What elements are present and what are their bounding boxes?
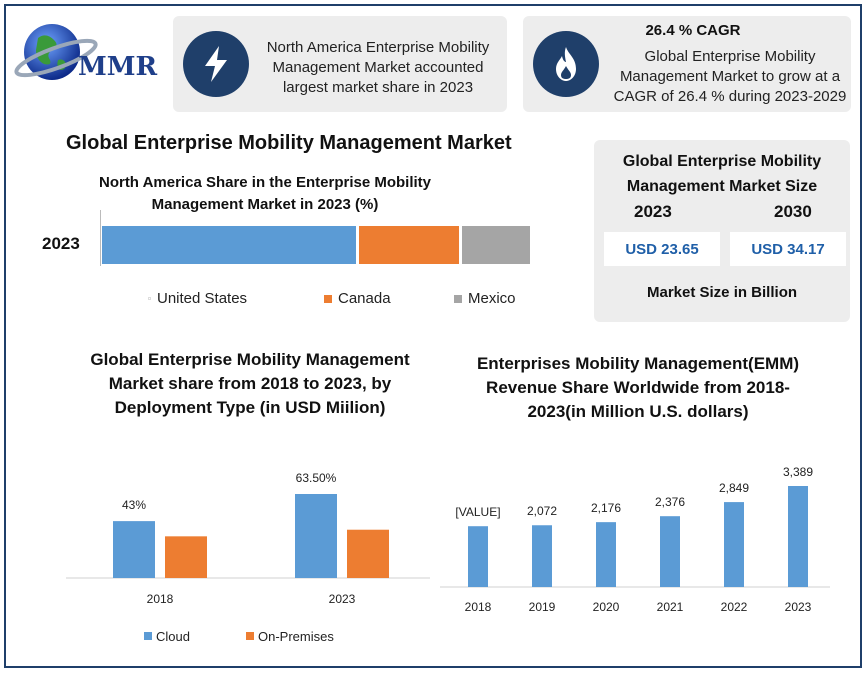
x-tick-label: 2020: [593, 600, 620, 614]
bar-on-premises-2023: [347, 529, 389, 578]
legend-label: Cloud: [156, 629, 190, 644]
legend-item-canada: Canada: [324, 290, 391, 307]
legend-label: Canada: [338, 290, 391, 307]
page-title: Global Enterprise Mobility Management Ma…: [66, 132, 512, 154]
bar-revenue-2022: [724, 502, 744, 587]
market-size-value-2023: USD 23.65: [604, 232, 720, 266]
data-label: 2,376: [655, 495, 685, 509]
data-label: 2,176: [591, 501, 621, 515]
x-tick-label: 2023: [785, 600, 812, 614]
flame-icon: [533, 31, 599, 97]
data-label: 43%: [122, 498, 146, 512]
info-card-na-share: North America Enterprise Mobility Manage…: [173, 16, 507, 112]
deployment-chart-title: Global Enterprise Mobility Management Ma…: [90, 350, 410, 417]
x-tick-label: 2023: [329, 592, 356, 606]
bar-revenue-2023: [788, 486, 808, 587]
bar-on-premises-2018: [165, 536, 207, 578]
na-share-legend: United States Canada Mexico: [148, 290, 548, 310]
market-size-year-2030: 2030: [774, 202, 812, 221]
legend-item-mexico: Mexico: [454, 290, 516, 307]
bar-cloud-2018: [113, 521, 155, 578]
logo-text: MMR: [78, 52, 158, 82]
cagr-title: 26.4 % CAGR: [645, 22, 741, 39]
info-card-cagr: 26.4 % CAGR Global Enterprise Mobility M…: [523, 16, 851, 112]
data-label: 3,389: [783, 465, 813, 479]
deployment-chart: 43% 2018 63.50% 2023 Cloud On-Premises: [66, 471, 430, 644]
data-label: 63.50%: [296, 471, 337, 485]
legend-label: Mexico: [468, 290, 516, 307]
na-share-axis: [100, 210, 101, 266]
revenue-chart: [VALUE] 2018 2,072 2019 2,176 2020 2,376 2021 2,…: [440, 465, 830, 614]
legend-swatch: [324, 294, 332, 303]
x-tick-label: 2021: [657, 600, 684, 614]
data-label: 2,849: [719, 481, 749, 495]
info-card-text: Global Enterprise Mobility Management Ma…: [613, 48, 847, 105]
legend-swatch: [148, 297, 151, 300]
x-tick-label: 2019: [529, 600, 556, 614]
na-share-chart-title: North America Share in the Enterprise Mo…: [98, 174, 431, 213]
market-size-year-2023: 2023: [634, 202, 672, 221]
bar-segment-canada: [358, 226, 462, 264]
info-card-text: North America Enterprise Mobility Manage…: [266, 39, 490, 96]
globe-icon: [14, 24, 98, 80]
legend-item-united-states: United States: [148, 290, 247, 307]
bar-revenue-2021: [660, 516, 680, 587]
legend-swatch: [454, 294, 462, 303]
bar-revenue-2019: [532, 525, 552, 587]
market-size-title: Global Enterprise Mobility Management Ma…: [622, 153, 822, 195]
bar-cloud-2023: [295, 494, 337, 578]
market-size-value-2030: USD 34.17: [730, 232, 846, 266]
mmr-logo: MMR: [12, 14, 172, 88]
data-label: 2,072: [527, 504, 557, 518]
bar-revenue-2020: [596, 522, 616, 587]
bar-segment-mexico: [461, 226, 530, 264]
legend-label: On-Premises: [258, 629, 334, 644]
legend-swatch: [144, 632, 152, 640]
revenue-chart-title: Enterprises Mobility Management(EMM) Rev…: [476, 354, 800, 421]
market-size-footer: Market Size in Billion: [646, 284, 798, 301]
x-tick-label: 2018: [147, 592, 174, 606]
legend-swatch: [246, 632, 254, 640]
na-share-category-label: 2023: [42, 234, 80, 253]
x-tick-label: 2022: [721, 600, 748, 614]
na-share-bar: [102, 226, 530, 264]
bar-revenue-2018: [468, 526, 488, 587]
market-size-box: Global Enterprise Mobility Management Ma…: [594, 140, 850, 322]
legend-label: United States: [157, 290, 248, 307]
bar-segment-united-states: [102, 226, 359, 264]
lightning-icon: [183, 31, 249, 97]
x-tick-label: 2018: [465, 600, 492, 614]
data-label: [VALUE]: [455, 505, 500, 519]
